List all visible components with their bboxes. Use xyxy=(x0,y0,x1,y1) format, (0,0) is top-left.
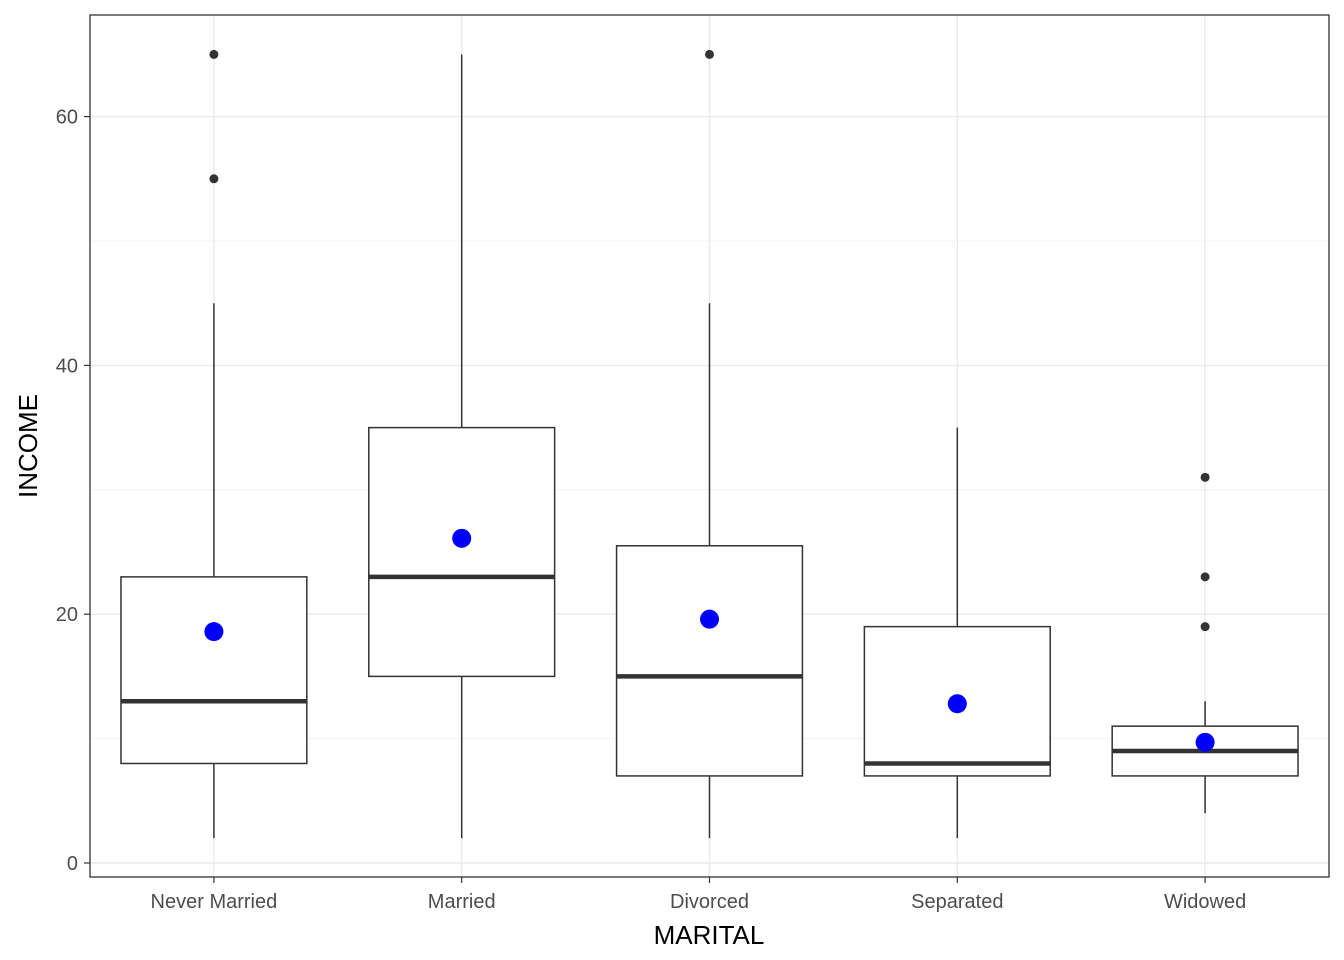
x-tick-label: Married xyxy=(428,891,496,913)
outlier-point xyxy=(1200,622,1210,632)
x-tick-label: Widowed xyxy=(1164,891,1246,913)
x-tick-label: Separated xyxy=(911,891,1003,913)
box-group xyxy=(368,54,556,839)
mean-point xyxy=(700,609,719,629)
outlier-point xyxy=(209,174,219,184)
iqr-box xyxy=(368,426,556,678)
outlier-point xyxy=(1200,572,1210,582)
y-tick-label: 60 xyxy=(56,107,78,129)
x-tick-label: Never Married xyxy=(151,891,278,913)
iqr-box xyxy=(120,576,308,765)
mean-point xyxy=(1195,732,1215,752)
y-tick-label: 20 xyxy=(56,604,78,626)
y-axis-title: INCOME xyxy=(13,394,43,498)
box-layer xyxy=(120,49,1299,839)
mean-point xyxy=(204,622,224,642)
outlier-point xyxy=(705,49,714,59)
axis-layer: 0 20 40 60 Never Married Married Divorced Separ… xyxy=(56,107,1246,913)
y-tick-label: 0 xyxy=(67,853,78,875)
box-group xyxy=(1111,472,1299,814)
mean-point xyxy=(947,694,967,714)
x-tick-label: Divorced xyxy=(670,891,749,913)
box-group xyxy=(615,49,804,839)
mean-point xyxy=(452,528,472,548)
outlier-point xyxy=(1200,472,1210,482)
outlier-point xyxy=(209,49,219,59)
box-group xyxy=(120,49,308,839)
box-group xyxy=(863,427,1051,839)
iqr-box xyxy=(615,545,804,777)
x-axis-title: MARITAL xyxy=(654,920,765,950)
y-tick-label: 40 xyxy=(56,355,78,377)
